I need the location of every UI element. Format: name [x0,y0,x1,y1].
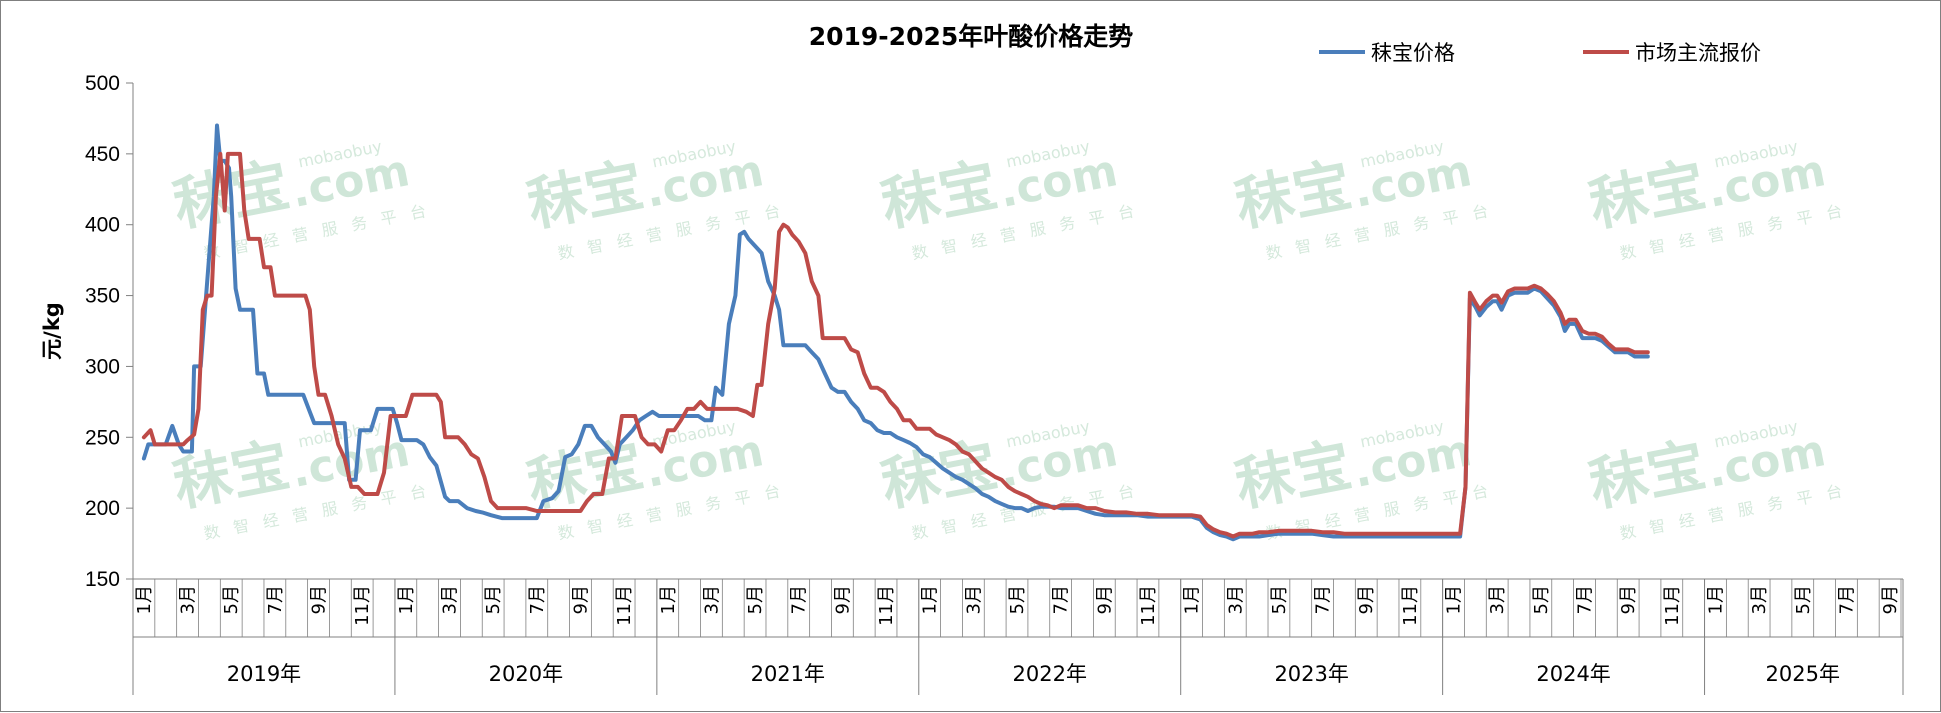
y-tick-label: 250 [85,426,120,449]
y-axis: 150 200 250 300 350 400 450 500 [85,72,134,591]
y-tick-label: 200 [85,497,120,520]
x-month-label: 9月 [832,585,853,614]
x-year-label: 2025年 [1766,662,1840,686]
chart-title: 2019-2025年叶酸价格走势 [809,22,1134,51]
x-month-label: 5月 [1531,585,1552,614]
x-year-label: 2023年 [1274,662,1348,686]
y-axis-label: 元/kg [40,302,64,360]
x-year-label: 2021年 [751,662,825,686]
x-month-label: 7月 [527,585,548,614]
x-month-label: 9月 [570,585,591,614]
y-tick-label: 350 [85,285,120,308]
x-month-label: 3月 [963,585,984,614]
watermark-brand: 秣宝 [522,151,649,240]
x-month-label: 7月 [1575,585,1596,614]
watermark-brand: 秣宝 [1584,431,1711,520]
x-month-label: 1月 [920,585,941,614]
x-month-label: 3月 [701,585,722,614]
x-month-label: 3月 [1225,585,1246,614]
x-month-label: 5月 [1269,585,1290,614]
x-year-label: 2020年 [489,662,563,686]
x-month-label: 5月 [1793,585,1814,614]
x-month-label: 7月 [1313,585,1334,614]
x-month-label: 5月 [483,585,504,614]
watermark-brand: 秣宝 [1230,151,1357,240]
x-month-label: 9月 [1618,585,1639,614]
x-month-label: 5月 [1007,585,1028,614]
x-month-label: 11月 [876,585,897,626]
x-year-label: 2019年 [227,662,301,686]
x-month-label: 7月 [789,585,810,614]
watermark-brand: 秣宝 [1230,431,1357,520]
x-month-label: 11月 [1662,585,1683,626]
watermark-brand: 秣宝 [876,151,1003,240]
x-month-label: 7月 [1836,585,1857,614]
x-month-label: 3月 [1487,585,1508,614]
x-month-label: 9月 [309,585,330,614]
x-month-label: 9月 [1880,585,1901,614]
x-month-label: 7月 [1051,585,1072,614]
y-tick-label: 400 [85,214,120,237]
x-month-label: 7月 [265,585,286,614]
x-month-label: 11月 [1400,585,1421,626]
x-month-label: 5月 [745,585,766,614]
x-month-label: 1月 [396,585,417,614]
x-month-label: 11月 [352,585,373,626]
x-month-label: 11月 [614,585,635,626]
y-tick-label: 300 [85,355,120,378]
series-lines [141,123,1650,542]
x-month-label: 3月 [439,585,460,614]
x-month-label: 9月 [1094,585,1115,614]
series-line-2 [141,151,1650,539]
x-month-label: 9月 [1356,585,1377,614]
x-month-label: 1月 [658,585,679,614]
x-month-label: 1月 [134,585,155,614]
x-month-label: 3月 [178,585,199,614]
x-year-label: 2022年 [1013,662,1087,686]
legend-label-series-2: 市场主流报价 [1635,41,1761,65]
x-axis: 1月 3月 5月 7月 9月 11月 1月 3月 5月 7月 9月 11月 1月 3月 5月 7月 9月 11月 1… [132,578,1904,695]
y-tick-label: 500 [85,72,120,95]
watermark-brand: 秣宝 [168,431,295,520]
y-tick-label: 450 [85,143,120,166]
watermark-brand: 秣宝 [876,431,1003,520]
y-tick-label: 150 [85,568,120,591]
x-month-label: 1月 [1444,585,1465,614]
x-month-label: 3月 [1749,585,1770,614]
watermark-brand: 秣宝 [1584,151,1711,240]
legend-label-series-1: 秣宝价格 [1371,41,1455,65]
x-year-label: 2024年 [1536,662,1610,686]
x-month-label: 5月 [221,585,242,614]
x-month-label: 11月 [1138,585,1159,626]
series-line-1 [141,123,1650,542]
x-month-label: 1月 [1705,585,1726,614]
legend: 秣宝价格 市场主流报价 [1319,41,1761,65]
x-month-label: 1月 [1182,585,1203,614]
